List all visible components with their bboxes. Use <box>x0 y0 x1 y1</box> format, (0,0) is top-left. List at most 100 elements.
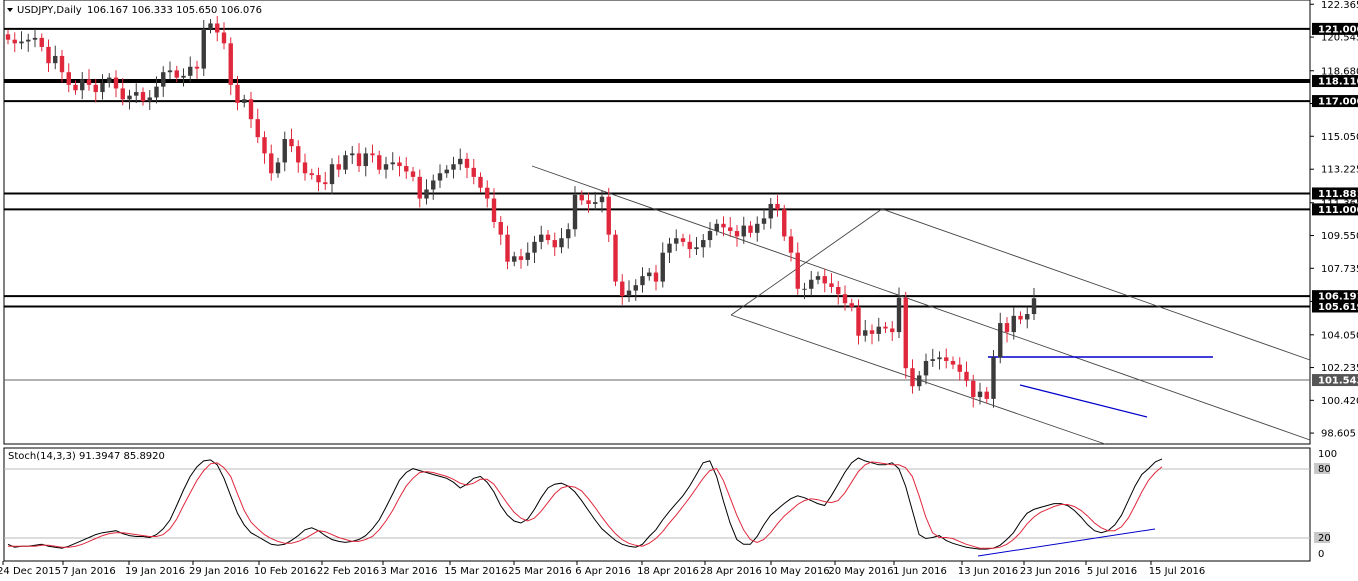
candle-body <box>154 86 159 98</box>
symbol-dropdown-icon[interactable] <box>7 8 13 12</box>
candle-body <box>86 79 92 85</box>
candle <box>856 299 861 345</box>
candle <box>221 22 227 50</box>
candle <box>302 153 308 181</box>
candle-body <box>883 326 888 329</box>
x-tick-label: 10 May 2016 <box>764 566 829 577</box>
candle-body <box>910 368 915 387</box>
candle <box>309 168 314 180</box>
candle-body <box>289 138 294 147</box>
x-tick-label: 10 Feb 2016 <box>254 566 316 577</box>
candle-body <box>721 223 726 228</box>
candle <box>532 235 537 263</box>
candle <box>289 128 294 153</box>
candle-body <box>424 189 429 199</box>
candle-body <box>269 153 274 174</box>
candle-body <box>701 240 706 248</box>
candle-body <box>809 279 814 289</box>
candle-body <box>525 252 530 260</box>
candle-body <box>73 84 78 91</box>
candle <box>707 222 713 248</box>
candle <box>869 324 875 345</box>
price-level-labels: 121.000 118.110 117.000 111.881 111.000 106.1… <box>1312 22 1358 387</box>
candle-body <box>842 294 848 304</box>
candle <box>59 49 65 83</box>
price-level-label: 105.619 <box>1318 302 1358 313</box>
candle <box>586 192 591 213</box>
candle-body <box>296 146 301 163</box>
x-tick-label: 15 Mar 2016 <box>444 566 507 577</box>
x-tick-label: 28 Apr 2016 <box>700 566 762 577</box>
candle <box>836 281 841 305</box>
candle-body <box>971 380 976 398</box>
candle <box>80 72 85 100</box>
y-tick-label: 113.225 <box>1321 165 1358 176</box>
candle-body <box>923 360 929 376</box>
candle-body <box>275 162 281 174</box>
candle-body <box>323 182 328 185</box>
candle <box>640 267 645 293</box>
candle <box>633 279 638 301</box>
candle-body <box>127 95 132 100</box>
candle-body <box>491 198 497 222</box>
candle-body <box>640 276 645 286</box>
x-tick-label: 5 Jul 2016 <box>1087 566 1137 577</box>
candle-body <box>329 164 335 185</box>
candle <box>694 236 699 256</box>
candle-body <box>471 167 476 177</box>
candle-body <box>755 223 760 233</box>
stoch-main-line <box>7 457 1163 550</box>
candle <box>343 150 348 175</box>
price-panel <box>3 0 1311 445</box>
candle <box>370 144 375 163</box>
price-level-tag: 105.619 <box>1312 300 1358 313</box>
stochastic-lines <box>7 457 1163 550</box>
candle-body <box>194 66 200 69</box>
candle <box>1031 287 1037 321</box>
x-tick-label: 13 Jun 2016 <box>958 566 1018 577</box>
x-tick-label: 29 Jan 2016 <box>189 566 249 577</box>
candle-body <box>829 283 834 287</box>
candle-body <box>748 225 753 233</box>
candle-body <box>761 218 767 224</box>
y-tick-label: 115.050 <box>1321 132 1358 143</box>
candle <box>39 33 44 52</box>
candle-body <box>613 234 618 282</box>
candle-body <box>437 173 443 181</box>
candle <box>86 69 92 91</box>
candle-body <box>890 328 895 333</box>
candle <box>363 147 368 177</box>
candle <box>471 159 476 185</box>
candle-body <box>255 119 260 138</box>
candle <box>971 374 976 408</box>
candle <box>782 204 787 241</box>
candle <box>620 274 625 305</box>
candle-body <box>1018 315 1023 320</box>
channel-lines <box>531 165 1311 445</box>
candle-body <box>667 243 672 253</box>
candle <box>930 348 935 367</box>
x-tick-label: 15 Jul 2016 <box>1149 566 1206 577</box>
candle-body <box>505 234 510 262</box>
candle-body <box>579 194 584 201</box>
candle <box>903 291 908 379</box>
candle <box>937 351 942 370</box>
candle-body <box>383 164 389 170</box>
candle-body <box>147 97 152 102</box>
candle <box>775 195 780 217</box>
candle <box>910 359 915 394</box>
candle <box>383 156 389 179</box>
candle-body <box>485 187 490 199</box>
candle <box>815 271 821 285</box>
candle-body <box>350 153 355 156</box>
candle-body <box>80 79 85 91</box>
candle-body <box>795 252 800 289</box>
candle <box>579 190 584 205</box>
candle <box>356 143 362 173</box>
candle-body <box>113 77 119 89</box>
candle <box>545 230 551 245</box>
candle-body <box>768 203 773 219</box>
candle-body <box>741 225 746 237</box>
candle-body <box>181 75 186 78</box>
desc-channel-upper <box>531 165 1311 441</box>
